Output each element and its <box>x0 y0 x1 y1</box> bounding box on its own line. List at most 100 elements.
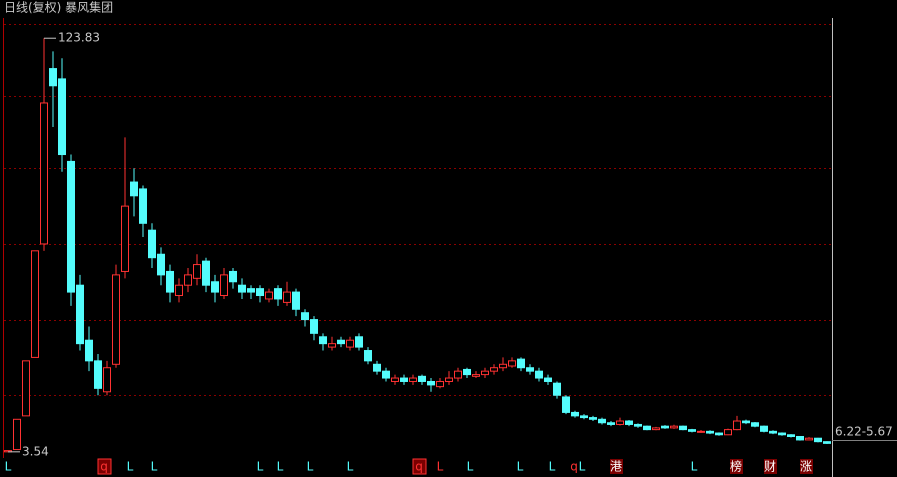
candle-body <box>238 284 246 293</box>
candle-body <box>508 360 516 367</box>
candle-body <box>742 420 750 424</box>
candle-body <box>22 360 30 417</box>
candle-body <box>337 339 345 345</box>
candle-body <box>382 370 390 379</box>
candle-body <box>58 78 66 156</box>
candle-body <box>778 432 786 436</box>
candle-body <box>94 360 102 389</box>
event-marker: L <box>257 460 264 474</box>
candle-body <box>400 377 408 382</box>
event-marker: 港 <box>610 460 622 474</box>
candle-body <box>724 429 732 436</box>
event-marker: L <box>347 460 354 474</box>
event-marker: q <box>415 460 423 474</box>
candle-body <box>454 370 462 379</box>
event-marker: 涨 <box>800 459 812 474</box>
candle-body <box>40 102 48 245</box>
candle-body <box>445 377 453 382</box>
candle-body <box>796 435 804 441</box>
event-marker: L <box>437 460 444 474</box>
candle-body <box>202 260 210 286</box>
marker-box <box>800 459 813 474</box>
chart-title: 日线(复权) 暴风集团 <box>4 0 113 15</box>
candle-body <box>409 377 417 382</box>
candle-body <box>715 432 723 436</box>
max-label: 123.83 <box>58 31 100 45</box>
candle-body <box>787 434 795 437</box>
event-marker: 榜 <box>730 459 742 474</box>
candle-body <box>220 274 228 297</box>
candle-body <box>373 363 381 372</box>
candle-body <box>292 291 300 310</box>
event-marker: L <box>151 460 158 474</box>
candle-body <box>310 319 318 334</box>
marker-box <box>764 459 777 474</box>
candle-body <box>598 418 606 424</box>
event-marker: 财 <box>764 460 776 474</box>
candle-body <box>256 288 264 297</box>
candle-body <box>301 312 309 321</box>
candle-body <box>805 437 813 441</box>
marker-box <box>97 458 112 475</box>
candle-body <box>85 339 93 362</box>
candle-body <box>229 270 237 283</box>
candle-body <box>490 367 498 372</box>
candle-body <box>355 336 363 348</box>
event-marker: L <box>277 460 284 474</box>
event-marker: L <box>691 460 698 474</box>
candle-body <box>211 281 219 293</box>
candle-body <box>247 288 255 293</box>
candle-body <box>148 229 156 259</box>
candle-body <box>184 274 192 286</box>
candle-body <box>328 343 336 348</box>
candle-body <box>103 367 111 393</box>
candle-body <box>166 270 174 293</box>
candle-body <box>427 380 435 386</box>
candle-body <box>130 181 138 197</box>
candle-body <box>67 160 75 293</box>
candle-body <box>121 205 129 272</box>
event-marker: L <box>517 460 524 474</box>
candle-body <box>625 420 633 425</box>
candle-body <box>463 368 471 376</box>
candle-body <box>274 288 282 300</box>
candle-body <box>769 430 777 434</box>
candle-body <box>517 358 525 369</box>
candle-body <box>823 441 831 444</box>
candle-body <box>49 68 57 87</box>
candle-body <box>436 380 444 388</box>
candle-body <box>265 291 273 300</box>
candle-body <box>193 264 201 279</box>
event-marker: L <box>5 460 12 474</box>
candle-body <box>562 396 570 413</box>
candle-body <box>733 420 741 431</box>
candle-body <box>634 423 642 427</box>
event-marker: L <box>307 460 314 474</box>
candle-body <box>346 339 354 348</box>
candle-body <box>13 418 21 451</box>
event-marker: L <box>549 460 556 474</box>
candle-body <box>499 363 507 369</box>
candle-body <box>571 411 579 417</box>
candle-body <box>643 425 651 431</box>
candle-body <box>364 350 372 362</box>
event-marker: q <box>570 460 578 474</box>
candle-body <box>706 430 714 434</box>
candle-body <box>319 336 327 345</box>
candle-body <box>418 375 426 382</box>
candle-body <box>157 253 165 276</box>
candle-body <box>751 422 759 427</box>
marker-box <box>412 458 427 475</box>
candle-body <box>112 274 120 365</box>
candle-body <box>481 370 489 376</box>
candle-body <box>661 425 669 429</box>
candle-body <box>580 415 588 419</box>
candle-body <box>76 284 84 345</box>
candle-body <box>607 422 615 425</box>
candle-body <box>679 425 687 431</box>
candle-body <box>697 430 705 433</box>
candle-body <box>526 367 534 372</box>
